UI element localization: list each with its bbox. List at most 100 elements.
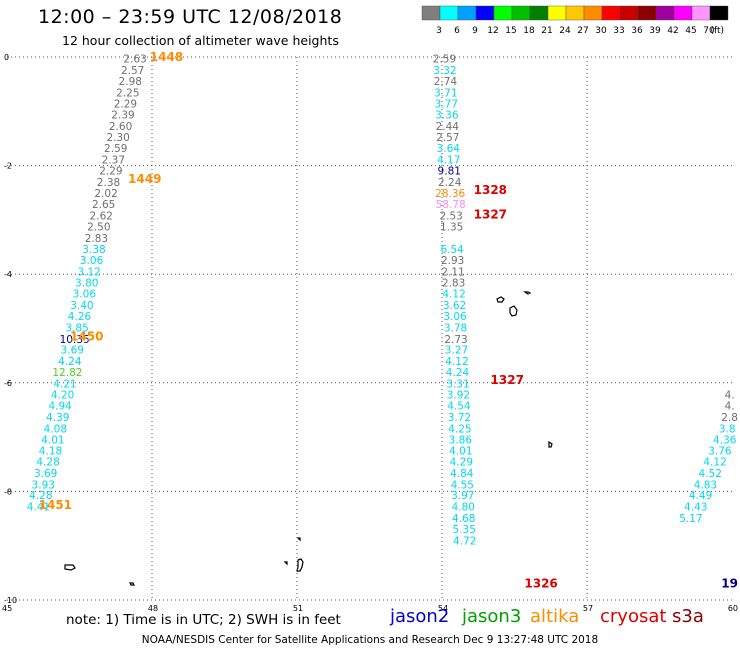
legend-swatch: [637, 5, 657, 21]
swh-value-label: 4.36: [713, 434, 737, 446]
swh-value-label: 2.65: [92, 199, 115, 211]
page-title: 12:00 – 23:59 UTC 12/08/2018: [38, 6, 343, 28]
pass-time-label: 1450: [70, 330, 103, 344]
swh-value-label: 3.76: [708, 446, 732, 458]
swh-value-label: 2.29: [114, 99, 137, 111]
swh-value-label: 3.92: [447, 390, 470, 402]
coastline-crozet: [296, 558, 304, 572]
swh-value-label: 2.53: [439, 211, 462, 223]
swh-value-label: 4.: [725, 401, 735, 413]
y-tick-label: -6: [4, 379, 12, 388]
swh-value-label: 4.17: [437, 155, 460, 167]
legend-tick-label: 3: [436, 26, 442, 36]
x-tick-label: 57: [583, 604, 593, 613]
swh-value-label: 4.54: [447, 401, 471, 413]
legend-tick-label: 18: [523, 26, 535, 36]
legend-swatch: [565, 5, 585, 21]
swh-value-label: 4.24: [446, 367, 470, 379]
swh-value-label: 2.39: [111, 110, 134, 122]
swh-value-label: 3.27: [445, 345, 468, 357]
swh-value-label: 4.83: [694, 479, 717, 491]
coastline-islet-e: [64, 564, 76, 571]
swh-value-label: 28.36: [435, 188, 465, 200]
swh-value-label: 2.59: [104, 143, 127, 155]
legend-tick-label: 36: [631, 26, 643, 36]
legend-tick-label: 27: [577, 26, 588, 36]
swh-value-label: 3.64: [437, 143, 461, 155]
x-tick-label: 48: [148, 604, 158, 613]
swh-value-label: 5.17: [679, 513, 702, 525]
swh-value-label: 4.41: [27, 502, 50, 514]
y-tick-label: -8: [4, 487, 12, 496]
pass-time-label: 1449: [128, 172, 161, 186]
pass-time-label: 1327: [491, 373, 524, 387]
pass-time-label: 1448: [150, 50, 183, 64]
legend-tick-label: 9: [472, 26, 478, 36]
swh-value-label: 5.35: [453, 524, 476, 536]
swh-value-label: 2.62: [90, 211, 113, 223]
swh-value-label: 3.78: [444, 322, 467, 334]
legend-swatch: [457, 5, 477, 21]
swh-values: 2.632.572.982.252.292.392.602.302.592.37…: [27, 54, 738, 548]
swh-value-label: 3.36: [435, 110, 459, 122]
legend-swatch: [583, 5, 603, 21]
swh-value-label: 2.11: [441, 266, 464, 278]
swh-value-label: 2.98: [119, 76, 142, 88]
pass-time-label: 1451: [39, 498, 72, 512]
swh-value-label: 2.02: [94, 188, 117, 200]
swh-value-label: 3.69: [61, 345, 84, 357]
legend-tick-label: 24: [559, 26, 571, 36]
swh-value-label: 4.28: [36, 457, 59, 469]
swh-value-label: 58.78: [436, 199, 466, 211]
satellite-label-jason3: jason3: [462, 606, 522, 627]
swh-value-label: 4.43: [684, 502, 707, 514]
legend-swatch: [493, 5, 513, 21]
swh-value-label: 2.57: [121, 65, 144, 77]
coastline-islet-a: [523, 291, 532, 295]
swh-value-label: 4.12: [445, 356, 468, 368]
swh-value-label: 4.49: [689, 490, 712, 502]
swh-value-label: 2.57: [436, 132, 459, 144]
x-tick-label: 54: [438, 604, 448, 613]
coastline-islet-c: [283, 561, 288, 566]
swh-value-label: 2.25: [116, 87, 139, 99]
swh-value-label: 2.83: [85, 233, 108, 245]
swh-value-label: 2.63: [123, 54, 146, 66]
pass-time-labels: 1448 1449 1450 1451 1328 1327 1327 1326 19: [39, 50, 738, 591]
pass-time-label: 1326: [524, 577, 557, 591]
swh-value-label: 3.31: [446, 378, 469, 390]
swh-value-label: 4.: [725, 390, 735, 402]
legend-swatch: [691, 5, 711, 21]
swh-value-label: 10.35: [60, 334, 90, 346]
pass-time-label: 19: [721, 577, 738, 591]
swh-value-label: 3.93: [32, 479, 55, 491]
swh-value-label: 3.97: [451, 490, 474, 502]
swh-value-label: 2.24: [438, 177, 462, 189]
swh-value-label: 4.52: [699, 468, 722, 480]
swh-value-label: 2.50: [87, 221, 110, 233]
legend-swatch: [511, 5, 531, 21]
legend-swatch: [547, 5, 567, 21]
grid: [7, 56, 732, 601]
legend-tick-label: 42: [667, 26, 678, 36]
swh-value-label: 4.72: [453, 535, 476, 547]
swh-value-label: 12.82: [52, 367, 82, 379]
swh-value-label: 2.30: [106, 132, 129, 144]
swh-value-label: 4.01: [41, 434, 64, 446]
swh-value-label: 4.12: [703, 457, 726, 469]
swh-value-label: 1.35: [440, 221, 463, 233]
swh-value-label: 4.20: [51, 390, 74, 402]
swh-value-label: 4.21: [53, 378, 76, 390]
swh-value-label: 3.06: [80, 255, 104, 267]
coastlines: [64, 291, 553, 586]
swh-value-label: 2.37: [102, 155, 125, 167]
swh-value-label: 3.69: [34, 468, 57, 480]
satellite-label-altika: altika: [530, 606, 580, 627]
swh-value-label: 2.74: [434, 76, 458, 88]
swh-value-label: 4.28: [29, 490, 52, 502]
legend-swatch: [475, 5, 495, 21]
swh-value-label: 2.59: [433, 54, 456, 66]
y-tick-label: -10: [4, 596, 17, 605]
